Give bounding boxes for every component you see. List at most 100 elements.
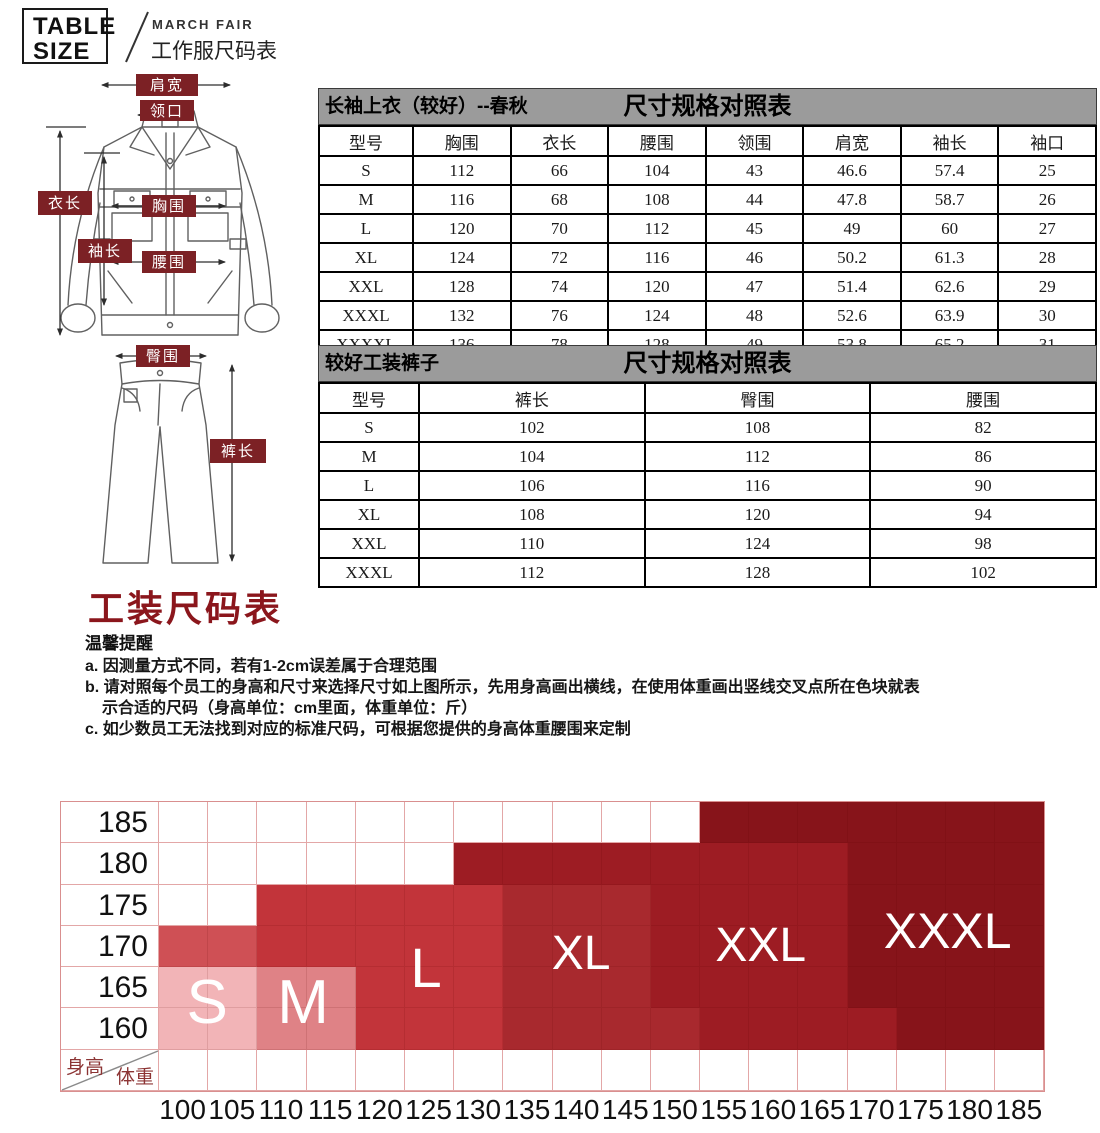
table-cell: 74	[509, 271, 610, 302]
heatmap-cell	[208, 925, 258, 968]
heatmap-cell	[503, 843, 553, 885]
heatmap-cell	[503, 1008, 553, 1050]
table-cell: 29	[997, 271, 1097, 302]
table-cell: 63.9	[899, 300, 1000, 331]
section-title: 工装尺码表	[88, 588, 284, 629]
heatmap-cell	[946, 843, 996, 885]
x-tick-label: 185	[995, 1094, 1043, 1125]
heatmap-cell	[503, 967, 553, 1009]
table-row: XL 108 120 94	[318, 499, 1097, 530]
table-cell: 76	[509, 300, 610, 331]
heatmap-cell	[798, 843, 848, 885]
table-row: XL 124 72 116 46 50.2 61.3 28	[318, 242, 1097, 273]
y-tick-label: 170	[61, 926, 159, 967]
heatmap-cell	[601, 884, 651, 926]
table-cell: 61.3	[899, 242, 1000, 273]
heatmap-cell	[306, 802, 356, 844]
table-cell: 108	[418, 499, 646, 530]
heatmap-cell	[700, 967, 750, 1009]
heatmap-cell	[257, 843, 307, 885]
x-tick-label: 120	[355, 1094, 403, 1125]
heatmap-cell	[552, 884, 602, 926]
heatmap-cell	[159, 843, 209, 885]
table-row: L 120 70 112 45 49 60 27	[318, 213, 1097, 244]
heatmap-cell	[601, 1008, 651, 1050]
table-cell: 120	[607, 271, 707, 302]
table-cell: 124	[412, 242, 512, 273]
heatmap-cell	[650, 967, 701, 1009]
size-region-label: L	[410, 936, 442, 1000]
jacket-table-title: 长袖上衣（较好）--春秋	[325, 96, 528, 117]
collar-label: 领口	[150, 103, 184, 120]
table-cell: 128	[643, 557, 872, 588]
heatmap-cell	[601, 843, 651, 885]
table-cell: 106	[418, 470, 646, 501]
x-tick-label: 180	[946, 1094, 993, 1125]
table-cell: 27	[997, 213, 1097, 244]
heatmap-cell	[159, 884, 209, 926]
x-tick-label: 170	[847, 1094, 895, 1125]
table-cell: 70	[509, 213, 610, 244]
heatmap-cell	[552, 1049, 602, 1092]
diagonal-line-icon	[61, 1050, 159, 1091]
heatmap-cell	[700, 1049, 750, 1092]
heatmap-cell	[355, 925, 405, 968]
heatmap-cell	[552, 925, 602, 968]
logo-line2: SIZE	[33, 38, 91, 65]
heatmap-cell	[404, 1008, 455, 1050]
heatmap-cell	[159, 1008, 209, 1050]
table-cell: 132	[412, 300, 512, 331]
brand-text: MARCH FAIR	[152, 17, 254, 32]
pants-size-table: 型号 裤长 臀围 腰围 S 102 108 82 M 104 112 86 L 106 116 90 XL 108…	[318, 382, 1097, 588]
column-header: 臀围	[643, 382, 872, 414]
table-row: XXL 110 124 98	[318, 528, 1097, 559]
jacket-table-spec-title: 尺寸规格对照表	[623, 93, 792, 120]
table-cell: XXL	[318, 271, 414, 302]
column-header: 肩宽	[802, 125, 902, 157]
heatmap-cell	[995, 1049, 1045, 1092]
heatmap-cell	[306, 967, 356, 1009]
pants-table-spec-title: 尺寸规格对照表	[623, 350, 792, 377]
heatmap-cell	[306, 843, 356, 885]
heatmap-cell	[946, 925, 996, 968]
heatmap-cell	[404, 925, 455, 968]
header-row: 型号 裤长 臀围 腰围	[318, 382, 1097, 414]
table-cell: 44	[704, 184, 805, 215]
column-header: 胸围	[412, 125, 512, 157]
heatmap-cell	[208, 1008, 258, 1050]
heatmap-cell	[896, 967, 946, 1009]
note-a: a. 因测量方式不同，若有1-2cm误差属于合理范围	[85, 658, 438, 675]
x-axis-labels: 100 105 110 115 120 125 130 135 140 145 150 155 160 1…	[158, 1094, 1043, 1126]
heatmap-cell	[355, 1049, 405, 1092]
column-header: 袖长	[899, 125, 1000, 157]
heatmap-cell	[847, 843, 897, 885]
table-cell: XL	[318, 499, 420, 530]
heatmap-cell	[404, 1049, 455, 1092]
heatmap-cell	[896, 843, 946, 885]
heatmap-cell	[552, 967, 602, 1009]
x-axis-title: 体重	[115, 1067, 154, 1089]
heatmap-cell	[650, 925, 701, 968]
heatmap-cell	[946, 884, 996, 926]
heatmap-cell	[798, 1049, 848, 1092]
heatmap-cell	[946, 802, 996, 844]
heatmap-cell	[650, 843, 701, 885]
x-tick-label: 100	[159, 1094, 206, 1125]
note-b-cont: 示合适的尺码（身高单位：cm里面，体重单位：斤）	[102, 700, 478, 717]
table-cell: 26	[997, 184, 1097, 215]
table-cell: S	[318, 155, 414, 186]
table-cell: 51.4	[802, 271, 902, 302]
axis-corner: 身高 体重	[61, 1050, 159, 1091]
heatmap-cell	[798, 925, 848, 968]
heatmap-cell	[159, 1049, 209, 1092]
reminder-title: 温馨提醒	[85, 634, 153, 653]
x-tick-label: 105	[208, 1094, 256, 1125]
table-cell: 46.6	[802, 155, 902, 186]
x-tick-label: 140	[552, 1094, 600, 1125]
pants-table-title: 较好工装裤子	[325, 353, 440, 374]
table-cell: 102	[869, 557, 1097, 588]
page-title: 工作服尺码表	[151, 40, 277, 63]
heatmap-cell	[159, 967, 209, 1009]
heatmap-cell	[946, 1008, 996, 1050]
coat-length-label: 衣长	[48, 195, 82, 212]
